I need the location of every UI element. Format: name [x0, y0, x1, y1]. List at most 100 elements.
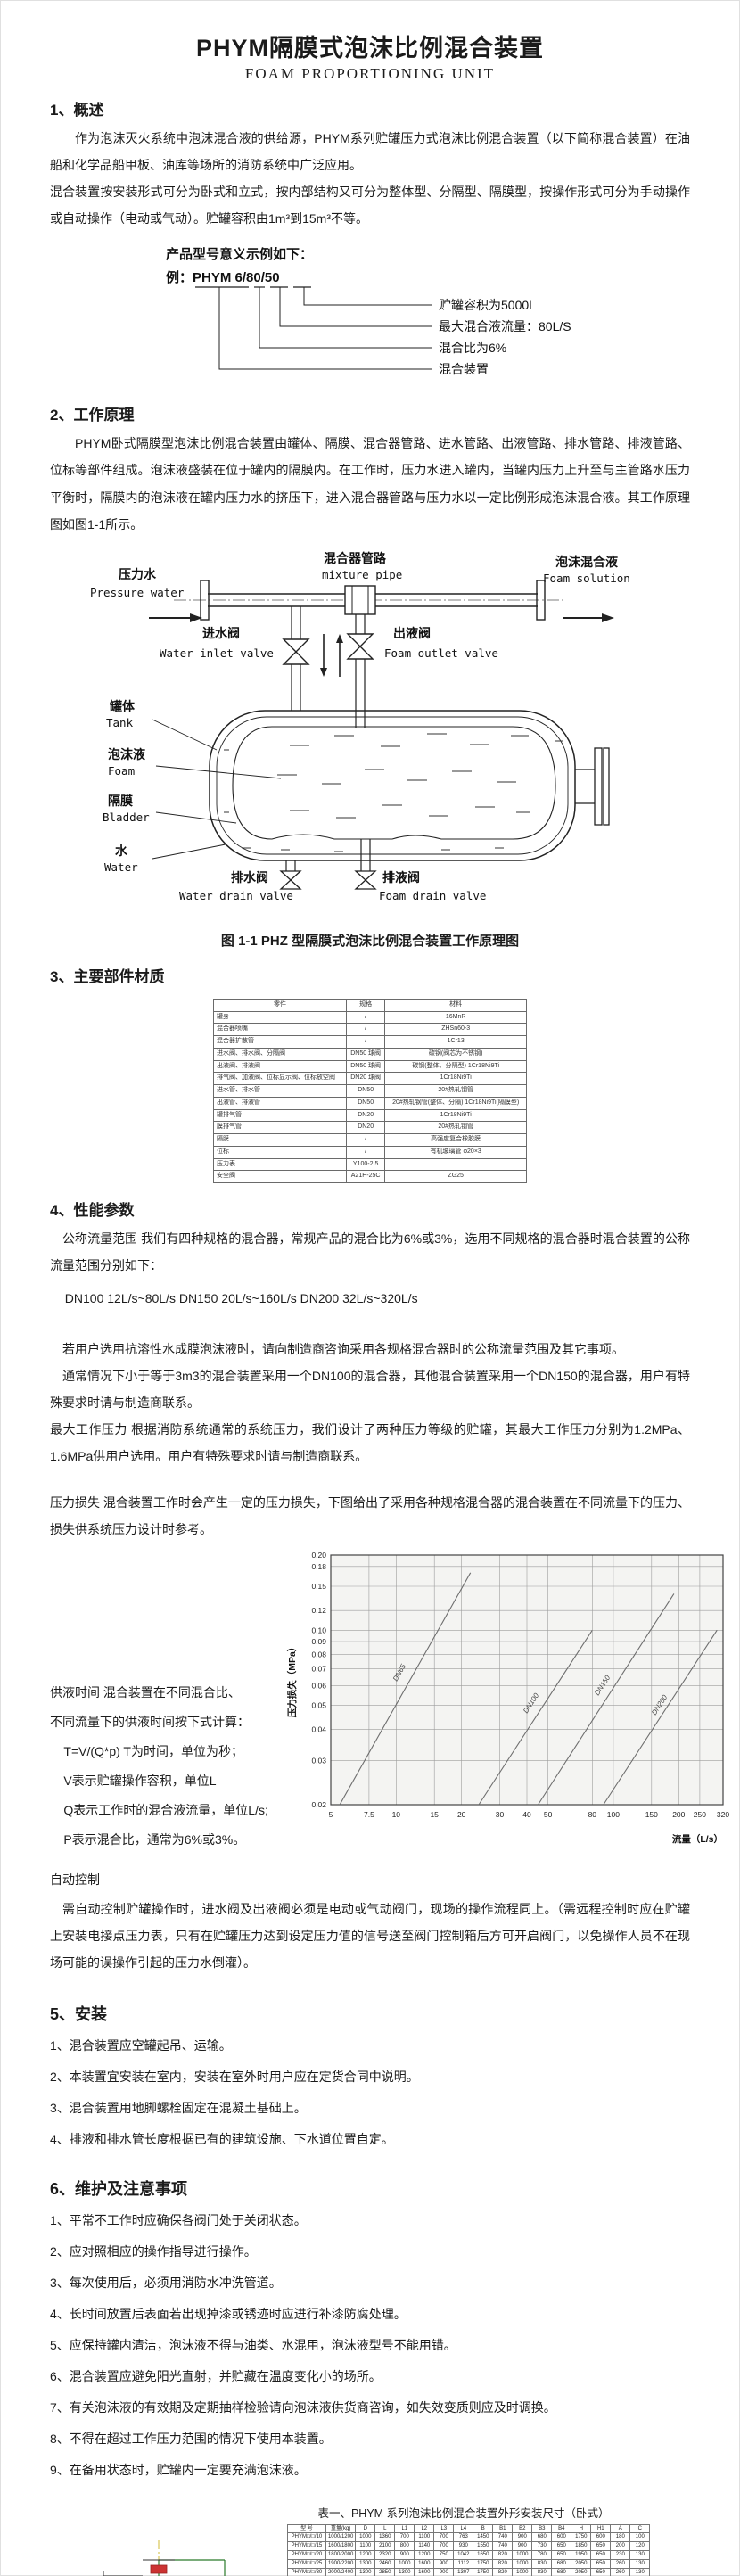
- table-cell: 2100: [374, 2541, 396, 2552]
- table-cell: 1300: [355, 2559, 376, 2569]
- mixture-pipe-label-en: mixture pipe: [322, 568, 402, 581]
- table-cell: PHYM□/□/15: [287, 2541, 326, 2552]
- maintenance-list: 1、平常不工作时应确保各阀门处于关闭状态。 2、应对照相应的操作指导进行操作。 …: [50, 2205, 690, 2486]
- table-cell: PHYM□/□/25: [287, 2559, 326, 2569]
- table-header-cell: A: [610, 2523, 631, 2534]
- water-label-cn: 水: [115, 844, 128, 858]
- table-cell: 650: [590, 2567, 612, 2576]
- table-cell: 安全阀: [213, 1170, 347, 1183]
- supply-time-p-def: P表示混合比，通常为6%或3%。: [63, 1831, 246, 1847]
- table-1-caption: 表一、PHYM 系列泡沫比例混合装置外形安装尺寸（卧式）: [317, 2506, 610, 2520]
- table-row: PHYM□/□/15 1600/1800 1100 2100 800 1140 700 930…: [287, 2541, 651, 2552]
- section-1-para-1: 作为泡沫灭火系统中泡沫混合液的供给源，PHYM系列贮罐压力式泡沫比例混合装置（以…: [50, 131, 690, 173]
- table-row: 进水阀、排水阀、分隔阀 DN50 球阀 碳钢(阀芯为不锈钢): [213, 1047, 527, 1061]
- table-header-cell: L2: [414, 2523, 435, 2534]
- water-drain-valve-label-cn: 排水阀: [231, 870, 268, 885]
- table-cell: 820: [492, 2550, 514, 2561]
- table-cell: /: [345, 1133, 386, 1147]
- table-cell: 1Cr18Ni9Ti: [384, 1072, 527, 1085]
- table-cell: 1750: [473, 2559, 494, 2569]
- table-header-cell: B2: [512, 2523, 533, 2534]
- table-cell: 进水管、排水管: [213, 1084, 347, 1098]
- table-cell: 2850: [374, 2567, 396, 2576]
- x-tick: 320: [717, 1810, 729, 1819]
- table-cell: 680: [551, 2567, 572, 2576]
- table-cell: 830: [531, 2559, 553, 2569]
- x-tick: 40: [522, 1810, 531, 1819]
- table-row: 罐排气管 DN20 1Cr18Ni9Ti: [213, 1108, 527, 1123]
- table-row: 安全阀 A21H-25C ZG25: [213, 1170, 527, 1183]
- y-tick: 0.08: [311, 1650, 326, 1659]
- maintenance-item: 8、不得在超过工作压力范围的情况下使用本装置。: [50, 2431, 332, 2446]
- table-cell: 700: [433, 2532, 455, 2543]
- table-cell: ZHSn60-3: [384, 1023, 527, 1036]
- section-1-heading: 1、概述: [50, 102, 104, 119]
- table-cell: 650: [590, 2541, 612, 2552]
- table-cell: DN50: [345, 1084, 386, 1098]
- table-cell: 740: [492, 2532, 514, 2543]
- table-cell: 260: [610, 2567, 631, 2576]
- table-header-cell: L3: [433, 2523, 455, 2534]
- y-tick: 0.02: [311, 1800, 326, 1809]
- tank-label-en: Tank: [106, 716, 134, 729]
- table-cell: 120: [629, 2541, 651, 2552]
- table-cell: 碳钢(整体、分隔型) 1Cr18Ni9Ti: [384, 1059, 527, 1074]
- table-cell: 2000/2400: [325, 2567, 357, 2576]
- page-title: PHYM隔膜式泡沫比例混合装置: [195, 35, 544, 62]
- y-tick: 0.20: [311, 1551, 326, 1560]
- table-cell: 180: [610, 2532, 631, 2543]
- table-cell: 2050: [571, 2559, 592, 2569]
- maintenance-item: 3、每次使用后，必须用消防水冲洗管道。: [50, 2275, 282, 2290]
- table-row: 隔膜 / 高强度复合橡胶膜: [213, 1133, 527, 1147]
- table-cell: 进水阀、排水阀、分隔阀: [213, 1047, 347, 1061]
- foam-solution-label-en: Foam solution: [543, 572, 630, 585]
- table-cell: 930: [453, 2541, 474, 2552]
- supply-time-formula: T=V/(Q*p) T为时间，单位为秒；: [63, 1744, 243, 1759]
- table-cell: 2050: [571, 2567, 592, 2576]
- table-row: 排气阀、加液阀、位标显示阀、位标放空阀 DN20 球阀 1Cr18Ni9Ti: [213, 1072, 527, 1085]
- table-cell: 1650: [473, 2550, 494, 2561]
- table-cell: DN20: [345, 1108, 386, 1123]
- model-example-label: 例：PHYM 6/80/50: [166, 269, 280, 285]
- water-drain-valve-label-en: Water drain valve: [179, 889, 293, 902]
- table-cell: 罐身: [213, 1010, 347, 1025]
- table-cell: 1600/1800: [325, 2541, 357, 2552]
- table-cell: DN50 球阀: [345, 1047, 386, 1061]
- table-cell: 1200: [414, 2550, 435, 2561]
- table-header-cell: L1: [394, 2523, 415, 2534]
- table-cell: 2320: [374, 2550, 396, 2561]
- max-pressure-para: 最大工作压力 根据消防系统通常的系统压力，我们设计了两种压力等级的贮罐，其最大工…: [50, 1421, 690, 1463]
- table-cell: 1100: [414, 2532, 435, 2543]
- table-row: 进水管、排水管 DN50 20#热轧钢管: [213, 1084, 527, 1098]
- table-row: 膜排气管 DN20 20#热轧钢管: [213, 1121, 527, 1134]
- table-cell: 830: [531, 2567, 553, 2576]
- table-cell: 700: [394, 2532, 415, 2543]
- x-tick: 80: [588, 1810, 597, 1819]
- table-cell: 680: [531, 2532, 553, 2543]
- bladder-label-cn: 隔膜: [108, 794, 133, 808]
- y-tick: 0.09: [311, 1637, 326, 1646]
- y-axis-label: 压力损失（MPa）: [286, 1642, 298, 1718]
- section-5-heading: 5、安装: [50, 2004, 108, 2023]
- table-header-cell: L: [374, 2523, 396, 2534]
- table-cell: 1200: [355, 2550, 376, 2561]
- materials-table: 零件 规格 材料 罐身/16MnR 混合器喷嘴 / ZHSn60-3 混合器扩散管/1Cr13…: [213, 998, 527, 1183]
- table-cell: 820: [492, 2559, 514, 2569]
- table-cell: ZG25: [384, 1170, 527, 1183]
- table-header-cell: B1: [492, 2523, 514, 2534]
- table-cell: 130: [629, 2567, 651, 2576]
- table-row: 罐身/16MnR: [213, 1010, 527, 1025]
- table-cell: 650: [551, 2550, 572, 2561]
- maintenance-item: 2、应对照相应的操作指导进行操作。: [50, 2243, 257, 2259]
- foam-solution-label-cn: 泡沫混合液: [555, 555, 619, 569]
- table-cell: /: [345, 1145, 386, 1159]
- table-cell: 1300: [394, 2567, 415, 2576]
- install-item: 3、混合装置用地脚螺栓固定在混凝土基础上。: [50, 2100, 307, 2115]
- table-cell: /: [345, 1023, 386, 1036]
- water-inlet-valve-label-cn: 进水阀: [202, 626, 240, 640]
- table-row: 位标 / 有机玻璃管 φ20×3: [213, 1145, 527, 1159]
- table-cell: 1750: [571, 2532, 592, 2543]
- table-row: PHYM□/□/20 1800/2000 1200 2320 900 1200 750 104…: [287, 2550, 651, 2561]
- table-header-cell: 规格: [345, 998, 386, 1012]
- x-tick: 150: [645, 1810, 658, 1819]
